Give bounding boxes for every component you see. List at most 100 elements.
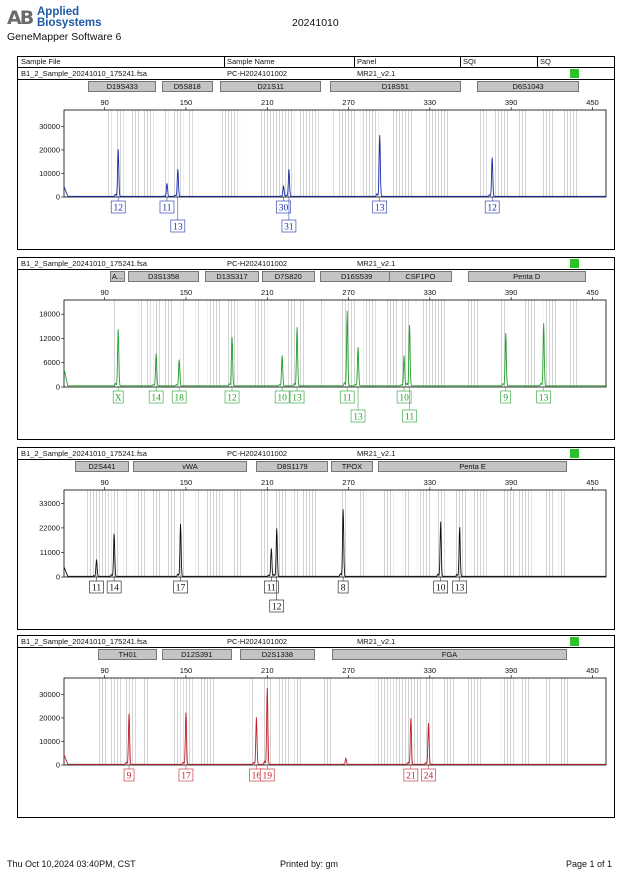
allele-call-box[interactable]: 13: [170, 219, 186, 233]
locus-label[interactable]: D5S818: [161, 81, 214, 92]
sample-info-row: B1_2_Sample_20241010_175241.fsa PC-H20241…: [18, 636, 614, 648]
allele-call-box[interactable]: 13: [372, 200, 388, 214]
allele-bin: [358, 490, 367, 577]
allele-call-box[interactable]: 19: [259, 768, 275, 782]
allele-bin: [375, 678, 391, 765]
allele-call-box[interactable]: 13: [289, 390, 305, 404]
allele-bin: [341, 300, 357, 387]
allele-label: 31: [284, 223, 294, 233]
allele-call-box[interactable]: X: [112, 390, 124, 404]
allele-bin: [107, 110, 112, 197]
allele-bin: [501, 678, 514, 765]
allele-bin: [110, 678, 121, 765]
y-tick-label: 33000: [39, 499, 60, 508]
allele-label: 18: [174, 394, 184, 404]
locus-label[interactable]: D2S1338: [240, 649, 315, 660]
column-panel: Panel: [357, 57, 377, 66]
allele-call-box[interactable]: 12: [224, 390, 240, 404]
allele-bin: [521, 678, 531, 765]
allele-label: 13: [292, 394, 302, 404]
allele-bin: [188, 110, 193, 197]
allele-bin: [249, 678, 254, 765]
panel-name: MR21_v2.1: [357, 637, 396, 646]
locus-label[interactable]: D18S51: [329, 81, 461, 92]
locus-label[interactable]: TPOX: [330, 461, 373, 472]
locus-label[interactable]: Penta D: [467, 271, 586, 282]
allele-call-box[interactable]: 21: [403, 768, 419, 782]
locus-label[interactable]: CSF1PO: [389, 271, 452, 282]
allele-call-box[interactable]: 31: [281, 219, 297, 233]
locus-label[interactable]: FGA: [332, 649, 567, 660]
electropherogram-plot: 90 150 210 270 330 390 450 0 10000 20000 30000 9 17 1…: [39, 666, 607, 782]
allele-label: 14: [109, 584, 119, 594]
allele-bin: [298, 110, 319, 197]
allele-call-box[interactable]: 10: [274, 390, 290, 404]
locus-label[interactable]: D3S1358: [127, 271, 200, 282]
allele-label: 13: [353, 413, 363, 423]
locus-label[interactable]: A...: [110, 271, 125, 282]
locus-label[interactable]: vWA: [133, 461, 247, 472]
allele-label: 12: [272, 603, 282, 613]
sample-info-row: B1_2_Sample_20241010_175241.fsa PC-H20241…: [18, 258, 614, 270]
allele-call-box[interactable]: 13: [452, 580, 467, 594]
allele-bin: [143, 110, 154, 197]
allele-label: 9: [503, 394, 508, 404]
allele-bin: [302, 490, 318, 577]
electropherogram-plot: 90 150 210 270 330 390 450 0 10000 20000 30000 12 11…: [39, 98, 607, 233]
locus-label[interactable]: D12S391: [161, 649, 232, 660]
sample-file: B1_2_Sample_20241010_175241.fsa: [21, 449, 147, 458]
x-tick-label: 390: [505, 666, 518, 675]
x-tick-label: 270: [342, 666, 355, 675]
allele-call-box[interactable]: 8: [337, 580, 349, 594]
locus-label[interactable]: Penta E: [378, 461, 567, 472]
locus-label[interactable]: D19S433: [88, 81, 157, 92]
allele-call-box[interactable]: 11: [89, 580, 104, 594]
y-tick-label: 0: [56, 193, 60, 202]
allele-call-box[interactable]: 9: [500, 390, 512, 404]
locus-label[interactable]: D8S1179: [256, 461, 329, 472]
allele-bin: [493, 110, 509, 197]
allele-call-box[interactable]: 10: [433, 580, 448, 594]
x-tick-label: 330: [424, 478, 437, 487]
allele-call-box[interactable]: 11: [402, 409, 417, 423]
allele-bin: [221, 110, 238, 197]
allele-bin: [421, 300, 447, 387]
allele-label: 12: [487, 204, 497, 214]
allele-call-box[interactable]: 12: [484, 200, 500, 214]
locus-label[interactable]: D13S317: [204, 271, 260, 282]
sample-file: B1_2_Sample_20241010_175241.fsa: [21, 637, 147, 646]
locus-label[interactable]: D6S1043: [477, 81, 579, 92]
allele-call-box[interactable]: 14: [148, 390, 164, 404]
allele-call-box[interactable]: 14: [106, 580, 122, 594]
allele-bin: [559, 678, 569, 765]
locus-label[interactable]: D2S441: [74, 461, 130, 472]
allele-label: 13: [173, 223, 183, 233]
allele-call-box[interactable]: 17: [173, 580, 188, 594]
allele-call-box[interactable]: 24: [421, 768, 436, 782]
signal-trace-black: [63, 509, 606, 577]
locus-label[interactable]: TH01: [97, 649, 158, 660]
allele-call-box[interactable]: 17: [178, 768, 194, 782]
allele-call-box[interactable]: 9: [123, 768, 135, 782]
column-sample-file: Sample File: [21, 57, 61, 66]
locus-label[interactable]: D7S820: [261, 271, 315, 282]
allele-call-box[interactable]: 12: [110, 200, 126, 214]
x-tick-label: 270: [342, 478, 355, 487]
allele-label: 19: [263, 772, 273, 782]
allele-call-box[interactable]: 12: [269, 599, 285, 613]
allele-call-box[interactable]: 10: [396, 390, 412, 404]
allele-bin: [339, 110, 356, 197]
locus-label[interactable]: D21S11: [219, 81, 322, 92]
allele-call-box[interactable]: 11: [339, 390, 355, 404]
allele-call-box[interactable]: 11: [159, 200, 175, 214]
allele-call-box[interactable]: 18: [171, 390, 187, 404]
x-tick-label: 210: [261, 478, 274, 487]
x-tick-label: 210: [261, 98, 274, 107]
allele-call-box[interactable]: 30: [276, 200, 291, 214]
allele-bin: [124, 678, 136, 765]
allele-label: 17: [176, 584, 186, 594]
allele-call-box[interactable]: 13: [350, 409, 366, 423]
allele-call-box[interactable]: 11: [264, 580, 279, 594]
allele-bin: [363, 300, 376, 387]
allele-call-box[interactable]: 13: [536, 390, 551, 404]
